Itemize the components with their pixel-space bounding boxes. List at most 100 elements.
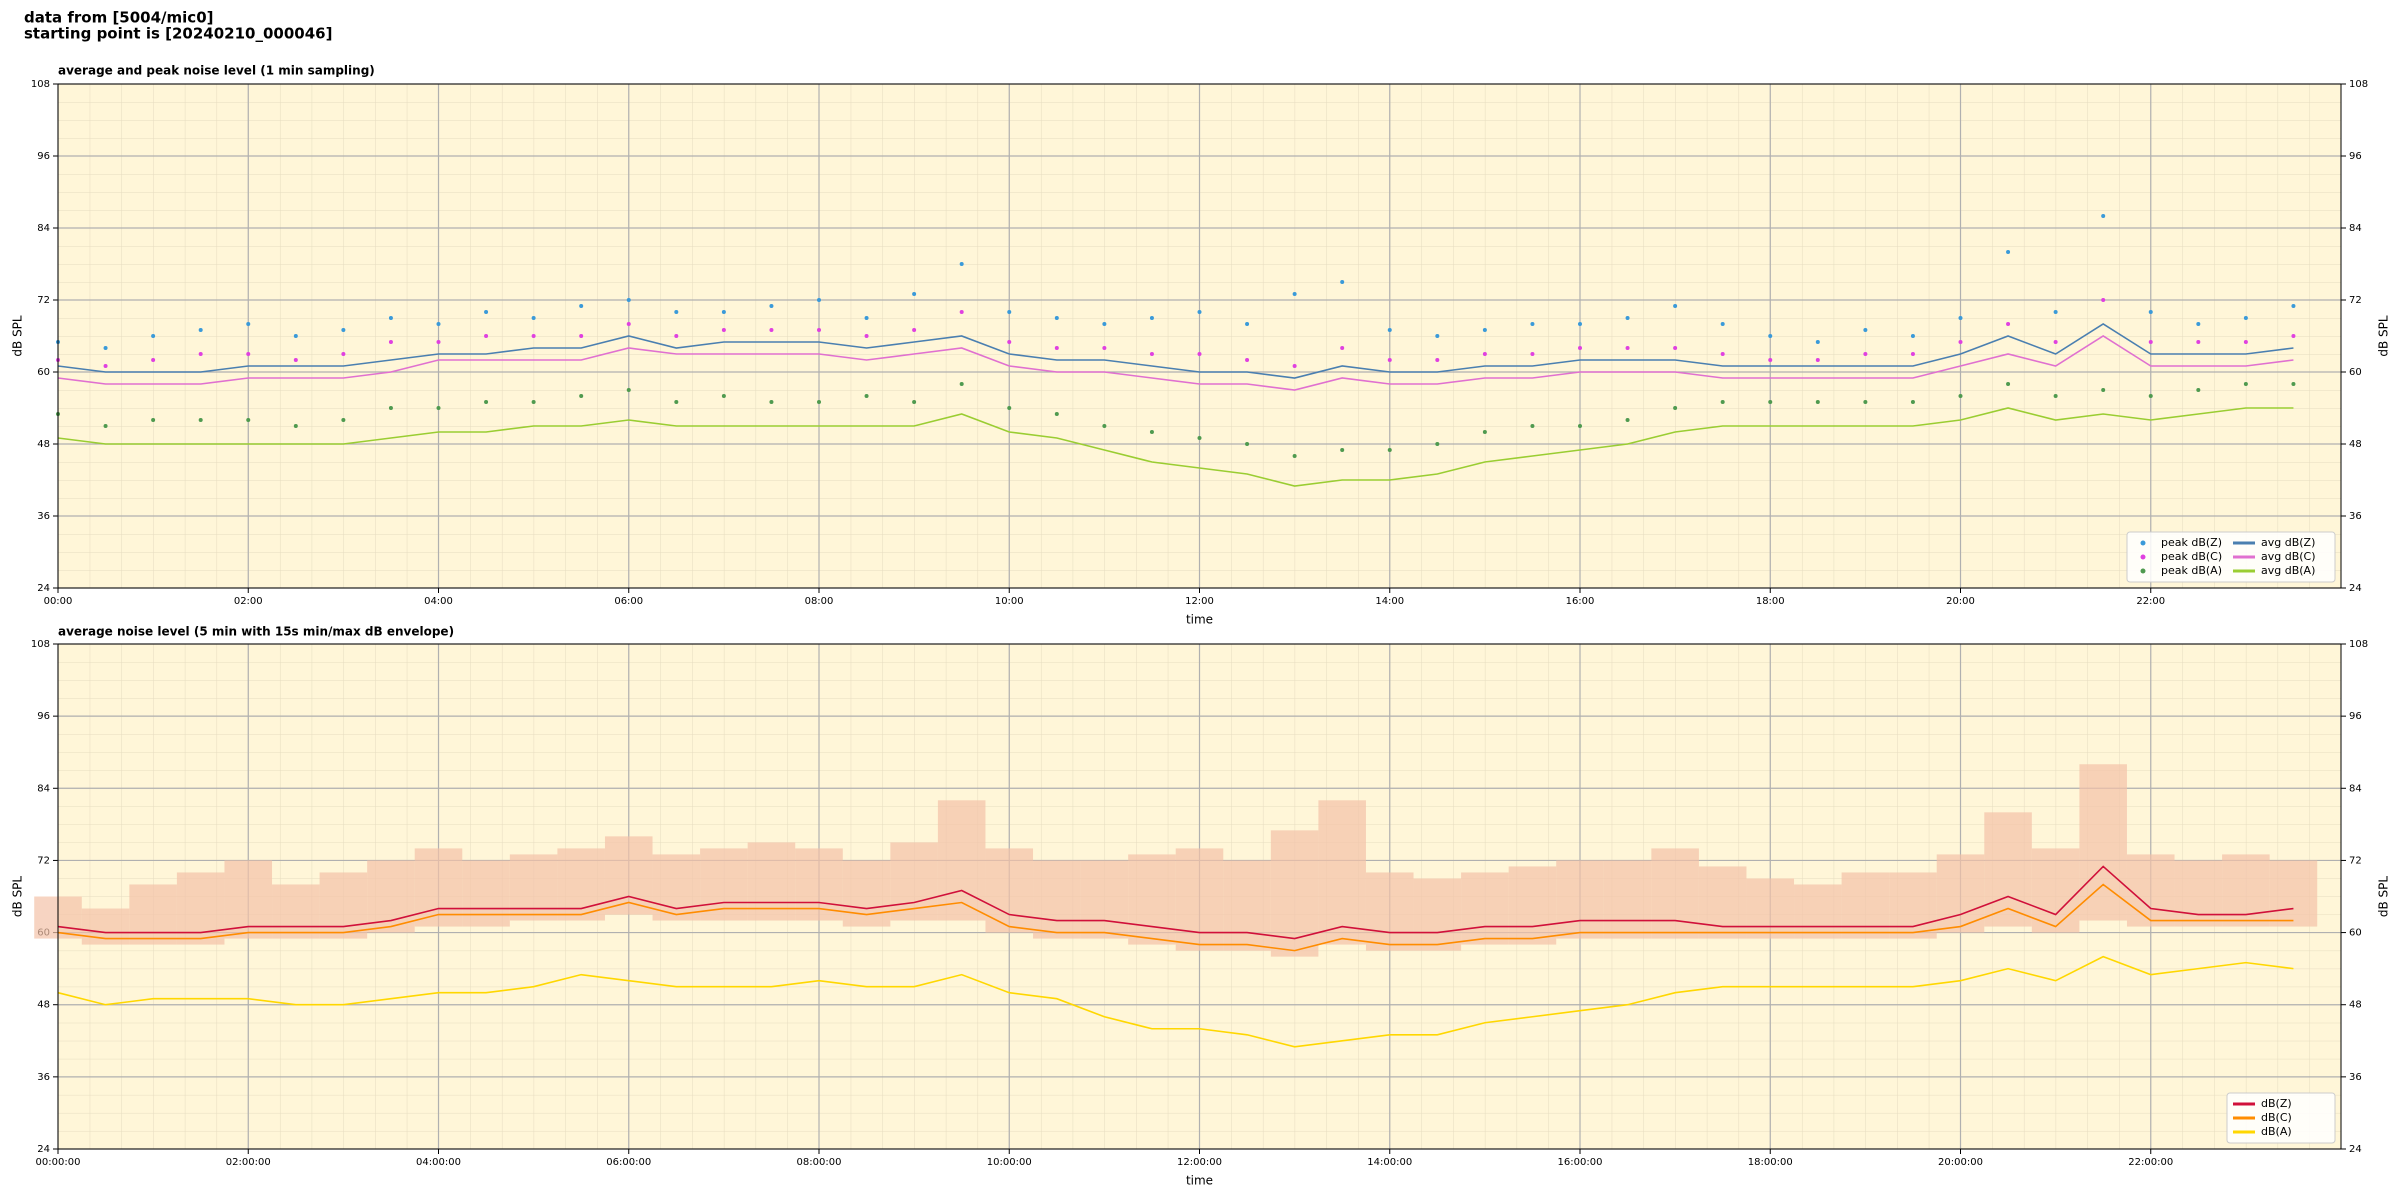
legend-label: avg dB(A)	[2261, 564, 2315, 577]
peak-point	[1482, 430, 1487, 434]
peak-point	[2006, 250, 2011, 254]
x-tick-label: 08:00:00	[797, 1157, 842, 1168]
peak-point	[1720, 322, 1725, 326]
envelope-band	[224, 860, 273, 939]
envelope-band	[1413, 878, 1462, 951]
envelope-band	[2031, 848, 2080, 933]
y-tick-label: 96	[37, 151, 50, 162]
peak-point	[1958, 394, 1963, 398]
peak-point	[484, 310, 489, 314]
legend-box	[2126, 531, 2336, 583]
y-tick-label: 60	[37, 367, 50, 378]
peak-point	[198, 418, 203, 422]
series-line	[57, 865, 2294, 940]
peak-point	[674, 334, 679, 338]
peak-point	[579, 394, 584, 398]
peak-point	[2053, 340, 2058, 344]
peak-point	[1340, 346, 1345, 350]
envelope-band	[1746, 878, 1795, 939]
peak-point	[1625, 346, 1630, 350]
x-tick-label: 20:00:00	[1938, 1157, 1983, 1168]
peak-point	[151, 358, 156, 362]
peak-point	[1578, 346, 1582, 350]
envelope-band	[1508, 866, 1557, 945]
y-tick-label: 36	[37, 511, 50, 522]
peak-point	[1245, 442, 1250, 446]
peak-point	[198, 352, 203, 356]
peak-point	[1149, 352, 1154, 356]
peak-point	[1340, 280, 1345, 284]
peak-point	[1578, 424, 1582, 428]
x-tick-label: 10:00	[995, 596, 1024, 607]
peak-point	[579, 304, 584, 308]
legend-marker	[2140, 554, 2146, 560]
peak-point	[721, 310, 726, 314]
envelope-band	[1984, 812, 2032, 927]
envelope-band	[2126, 854, 2175, 927]
peak-point	[1245, 322, 1250, 326]
peak-point	[1102, 346, 1107, 350]
peak-point	[436, 406, 441, 410]
legend-label: peak dB(Z)	[2161, 536, 2222, 549]
peak-point	[1768, 358, 1773, 362]
envelope-band	[652, 854, 701, 921]
peak-point	[1673, 304, 1678, 308]
peak-point	[103, 424, 108, 428]
peak-point	[1768, 334, 1773, 338]
peak-point	[1435, 358, 1440, 362]
x-tick-label: 12:00	[1185, 596, 1214, 607]
legend-label: dB(Z)	[2261, 1097, 2292, 1110]
peak-point	[1292, 292, 1297, 296]
peak-point	[484, 334, 489, 338]
peak-point	[721, 328, 726, 332]
peak-point	[2196, 322, 2201, 326]
peak-point	[1530, 352, 1535, 356]
peak-point	[817, 328, 821, 332]
envelope-band	[890, 842, 938, 921]
peak-point	[1387, 328, 1392, 332]
plot-frame	[57, 643, 2342, 1150]
peak-point	[864, 394, 869, 398]
peak-point	[1673, 346, 1678, 350]
peak-point	[2196, 340, 2201, 344]
envelope-band	[509, 854, 558, 921]
envelope-band	[2269, 860, 2318, 927]
envelope-band	[176, 872, 225, 945]
y-tick-label-right: 84	[2349, 223, 2362, 234]
envelope-band	[462, 860, 510, 927]
peak-point	[2053, 394, 2058, 398]
plot-frame	[57, 83, 2342, 589]
x-tick-label: 00:00	[44, 596, 73, 607]
y-tick-label: 84	[37, 223, 50, 234]
envelope-band	[272, 884, 320, 939]
legend-marker	[2140, 568, 2146, 574]
peak-point	[293, 334, 298, 338]
peak-point	[198, 328, 203, 332]
y-tick-label: 108	[31, 639, 50, 650]
peak-point	[864, 316, 869, 320]
peak-point	[1910, 400, 1915, 404]
peak-point	[1197, 352, 1202, 356]
envelope-band	[1461, 872, 1509, 945]
peak-point	[1815, 400, 1820, 404]
legend-label: dB(A)	[2261, 1125, 2292, 1138]
peak-point	[1054, 412, 1059, 416]
peak-point	[1958, 340, 1963, 344]
peak-point	[1673, 406, 1678, 410]
y-tick-label: 108	[31, 79, 50, 90]
peak-point	[151, 418, 156, 422]
peak-point	[103, 346, 108, 350]
peak-point	[1625, 418, 1630, 422]
peak-point	[1720, 352, 1725, 356]
y-tick-label-right: 96	[2349, 151, 2362, 162]
peak-point	[2006, 382, 2011, 386]
y-tick-label-right: 36	[2349, 1072, 2362, 1083]
peak-point	[959, 382, 964, 386]
x-tick-label: 08:00	[805, 596, 834, 607]
series-line	[57, 323, 2294, 379]
peak-point	[1815, 340, 1820, 344]
x-tick-label: 16:00:00	[1558, 1157, 1603, 1168]
peak-point	[1245, 358, 1250, 362]
envelope-band	[1270, 830, 1319, 957]
chart-title: average and peak noise level (1 min samp…	[58, 64, 375, 78]
